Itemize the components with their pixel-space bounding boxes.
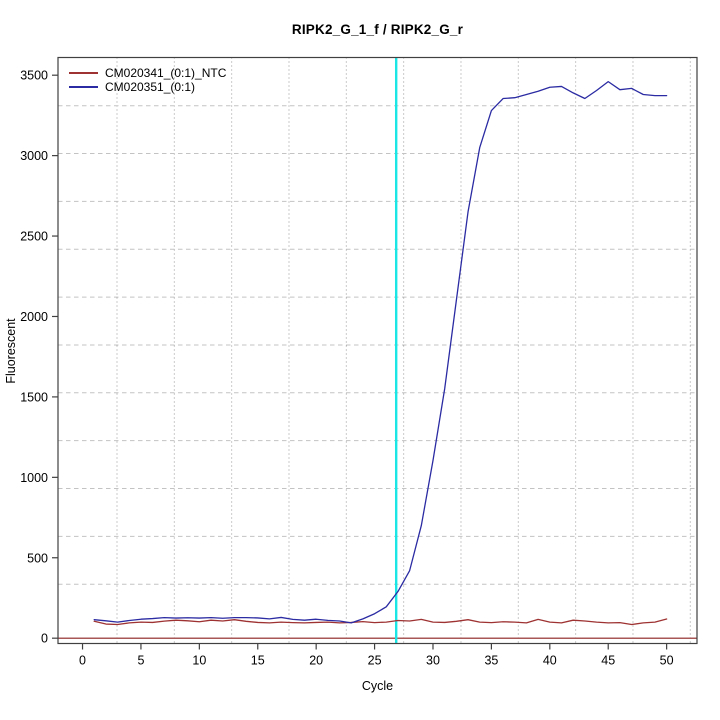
y-tick-label: 500	[27, 551, 48, 565]
y-tick-label: 1500	[20, 390, 48, 404]
x-tick-label: 35	[484, 654, 498, 668]
legend-line-swatch	[69, 86, 98, 88]
x-tick-label: 5	[137, 654, 144, 668]
x-tick-label: 50	[660, 654, 674, 668]
x-tick-label: 45	[601, 654, 615, 668]
x-tick-label: 30	[426, 654, 440, 668]
x-tick-label: 25	[368, 654, 382, 668]
legend: CM020341_(0:1)_NTC CM020351_(0:1)	[69, 66, 226, 94]
x-tick-label: 10	[192, 654, 206, 668]
y-tick-label: 0	[41, 632, 48, 646]
x-axis-label: Cycle	[361, 679, 394, 693]
legend-line-swatch	[69, 72, 98, 74]
y-axis-label: Fluorescent	[4, 318, 18, 384]
plot-border	[57, 56, 698, 645]
x-tick-label: 0	[79, 654, 86, 668]
y-tick-label: 3000	[20, 149, 48, 163]
y-tick-label: 1000	[20, 471, 48, 485]
x-tick-label: 15	[251, 654, 265, 668]
y-tick-label: 3500	[20, 69, 48, 83]
x-tick-label: 20	[309, 654, 323, 668]
legend-label: CM020351_(0:1)	[105, 80, 196, 94]
x-tick-label: 40	[543, 654, 557, 668]
legend-item: CM020341_(0:1)_NTC	[69, 66, 226, 80]
y-tick-label: 2500	[20, 230, 48, 244]
series-curve	[93, 80, 668, 624]
legend-label: CM020341_(0:1)_NTC	[105, 66, 227, 80]
series-curve	[93, 618, 668, 626]
y-tick-label: 2000	[20, 310, 48, 324]
chart-title: RIPK2_G_1_f / RIPK2_G_r	[291, 22, 464, 37]
legend-item: CM020351_(0:1)	[69, 80, 226, 94]
